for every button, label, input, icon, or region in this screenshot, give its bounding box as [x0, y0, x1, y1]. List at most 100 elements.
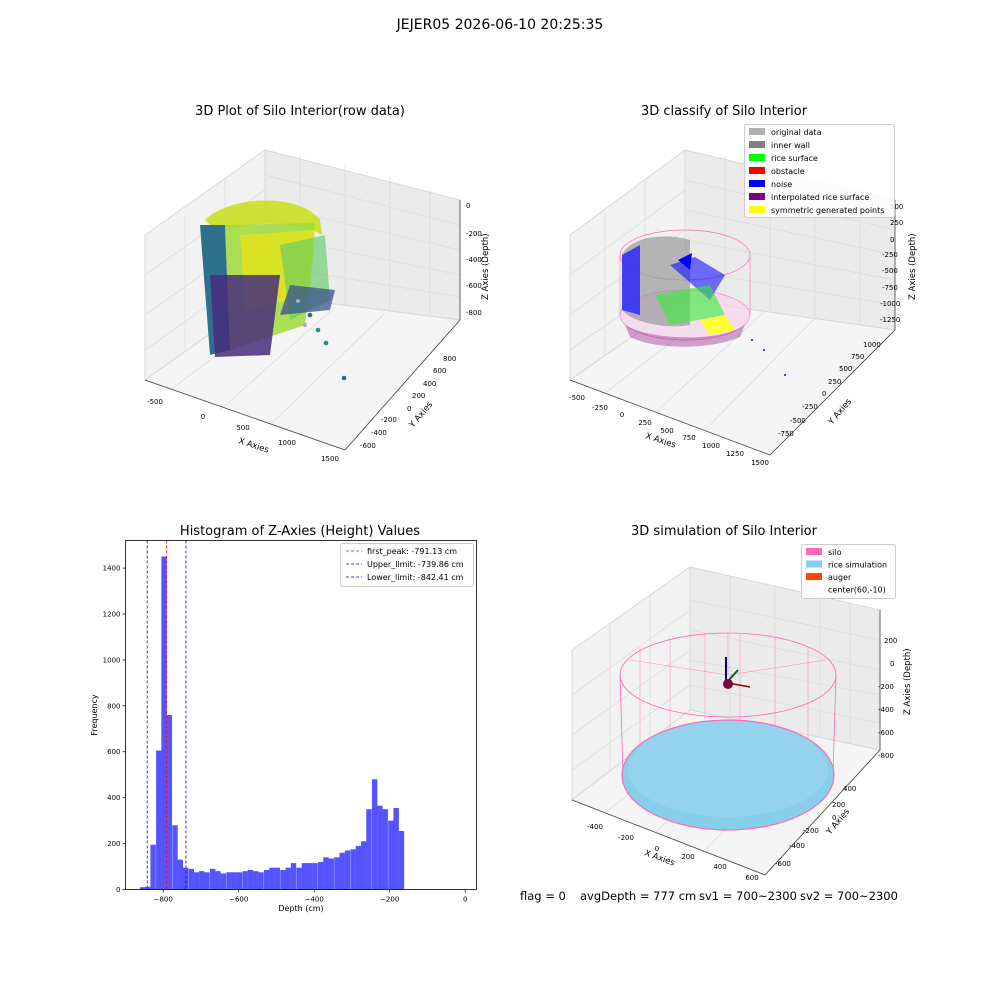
p4-ytick: 0	[832, 814, 836, 822]
hist-bar	[226, 872, 232, 890]
hist-bar	[312, 863, 318, 890]
p4-xtick: 600	[745, 874, 758, 882]
plot1-point-cloud	[200, 200, 347, 381]
hist-bar	[280, 869, 286, 890]
hist-bar	[382, 809, 388, 890]
hist-bar	[339, 852, 345, 890]
hist-bar	[139, 887, 146, 890]
legend-label: rice surface	[771, 154, 818, 163]
legend-swatch	[806, 573, 822, 580]
hist-bar	[166, 715, 173, 890]
p1-xtick: -500	[147, 398, 163, 406]
hist-bar	[301, 863, 308, 890]
p4-ytick: -600	[775, 860, 791, 868]
p2-zlabel: Z Axies (Depth)	[908, 233, 918, 300]
legend-label: center(60,-10)	[828, 586, 886, 595]
p2-ytick: 500	[839, 365, 852, 373]
hist-xtick-label: −800	[154, 896, 173, 904]
p2-xtick: 1000	[702, 442, 720, 450]
legend-label: inner wall	[771, 141, 810, 150]
p2-xtick: -500	[569, 394, 585, 402]
hist-bar	[350, 849, 356, 890]
hist-bar	[215, 871, 221, 890]
hist-bar	[328, 858, 334, 890]
status-sv2: sv2 = 700~2300	[800, 889, 898, 903]
hist-ytick-label: 1200	[103, 610, 121, 618]
p4-zlabel: Z Axies (Depth)	[903, 648, 913, 715]
plot2-point-cloud	[619, 229, 786, 376]
legend-label: original data	[771, 128, 822, 137]
hist-xtick-label: −200	[380, 896, 399, 904]
p2-ytick: 250	[828, 378, 841, 386]
hist-bar	[388, 820, 394, 890]
hist-bar	[296, 867, 302, 890]
p4-ytick: -400	[789, 842, 805, 850]
status-flag: flag = 0	[520, 889, 566, 903]
p2-ztick: 500	[890, 203, 903, 211]
hist-legend-label: Upper_limit: -739.86 cm	[367, 560, 464, 569]
legend-swatch	[749, 154, 765, 161]
histogram-chart: −800 −600 −400 −200 0 0 200 400 600 800 1000 1200 1…	[90, 540, 477, 913]
p1-ytick: 0	[407, 405, 411, 413]
p1-ytick: 200	[412, 392, 425, 400]
p1-xtick: 1000	[278, 439, 296, 447]
legend-swatch	[749, 167, 765, 174]
hist-ytick-label: 1400	[103, 565, 121, 573]
hist-legend: first_peak: -791.13 cm Upper_limit: -739.…	[340, 543, 474, 587]
hist-bar	[161, 556, 167, 890]
hist-legend-label: first_peak: -791.13 cm	[367, 547, 457, 556]
legend-swatch	[749, 180, 765, 187]
p4-xtick: 400	[713, 863, 726, 871]
legend-swatch	[806, 548, 822, 555]
hist-bar	[258, 872, 264, 890]
hist-xtick-label: −600	[229, 896, 248, 904]
p1-xtick: 1500	[321, 455, 339, 463]
hist-bar	[204, 872, 210, 890]
legend-label: rice simulation	[828, 561, 887, 570]
legend-label: interpolated rice surface	[771, 193, 869, 202]
p2-ytick: 1000	[863, 341, 881, 349]
legend-label: silo	[828, 548, 842, 557]
legend-label: obstacle	[771, 167, 805, 176]
p2-xtick: 750	[682, 434, 695, 442]
p1-xtick: 500	[236, 424, 249, 432]
hist-bar	[371, 779, 378, 890]
hist-bar	[210, 868, 216, 890]
p2-ytick: -750	[778, 430, 794, 438]
p4-ztick: -200	[878, 683, 894, 691]
plot3-title: Histogram of Z-Axies (Height) Values	[179, 524, 421, 539]
p2-xtick: 1250	[726, 450, 744, 458]
hist-ytick-label: 200	[107, 840, 120, 848]
hist-bar	[290, 863, 297, 890]
p4-ztick: -400	[878, 706, 894, 714]
p1-ytick: -400	[371, 429, 387, 437]
hist-bar	[253, 871, 259, 890]
p2-ytick: 750	[851, 353, 864, 361]
hist-bar	[220, 873, 227, 890]
hist-bar	[231, 872, 237, 890]
hist-ytick-label: 0	[116, 886, 120, 894]
figure-title: JEJER05 2026-06-10 20:25:35	[396, 17, 604, 33]
p1-ztick: -600	[466, 282, 482, 290]
hist-ytick-label: 800	[107, 702, 120, 710]
p1-ytick: -200	[381, 416, 397, 424]
p4-ztick: 200	[884, 637, 897, 645]
legend-label: symmetric generated points	[771, 206, 884, 215]
hist-ytick-label: 600	[107, 748, 120, 756]
p1-xlabel: X Axies	[237, 436, 270, 455]
p2-ytick: -250	[802, 403, 818, 411]
p2-ztick: 250	[890, 219, 903, 227]
hist-bar	[361, 841, 367, 890]
p1-ztick: -400	[466, 256, 482, 264]
p2-xtick: 250	[638, 419, 651, 427]
hist-bar	[393, 807, 399, 890]
p2-ztick: -1000	[880, 300, 900, 308]
p4-xlabel: X Axies	[643, 848, 676, 868]
hist-bar	[377, 805, 383, 890]
p1-ytick: 800	[443, 355, 456, 363]
p1-ytick: -600	[360, 442, 376, 450]
p1-ytick: 600	[433, 367, 446, 375]
p1-ztick: -800	[466, 309, 482, 317]
plot4-title: 3D simulation of Silo Interior	[631, 524, 817, 539]
legend-swatch	[806, 560, 822, 568]
